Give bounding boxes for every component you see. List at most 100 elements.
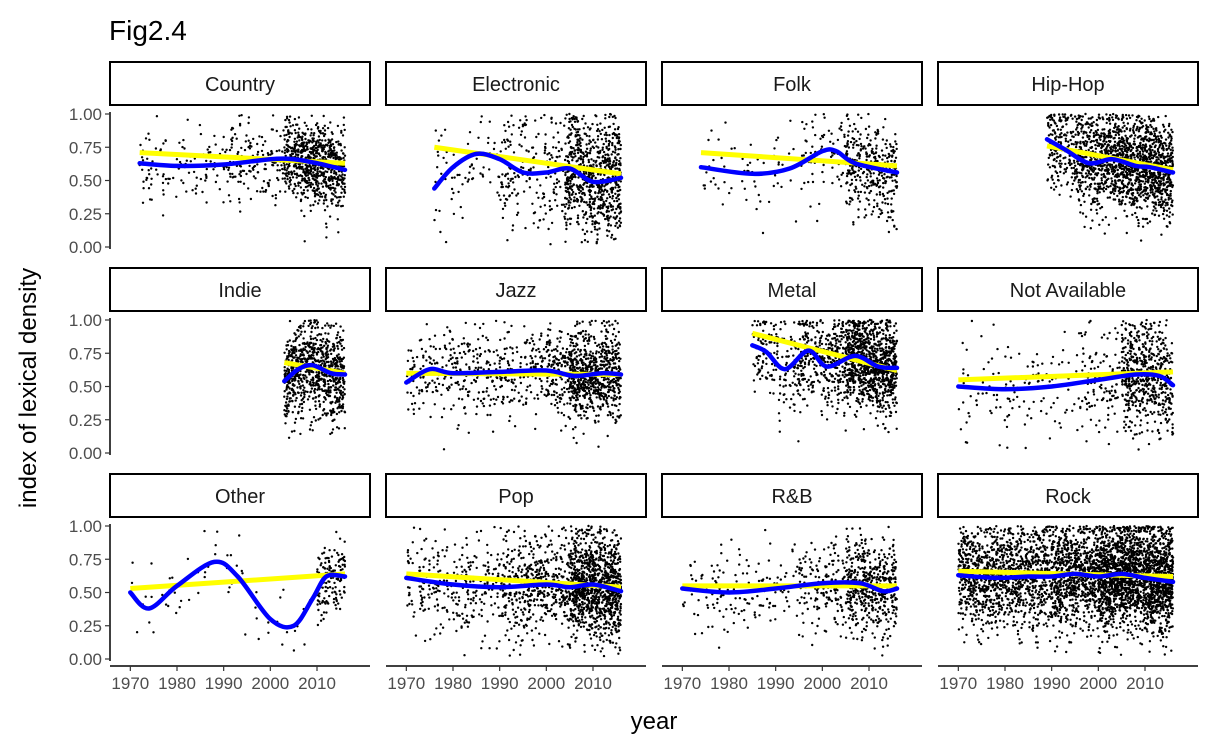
data-point bbox=[436, 150, 439, 154]
data-point bbox=[859, 167, 863, 171]
data-point bbox=[238, 173, 241, 176]
data-point bbox=[1086, 122, 1090, 125]
data-point bbox=[1083, 144, 1087, 147]
data-point bbox=[595, 159, 598, 163]
data-point bbox=[1166, 176, 1170, 179]
data-point bbox=[285, 169, 288, 172]
data-point bbox=[1099, 187, 1103, 190]
data-point bbox=[787, 152, 791, 155]
data-point bbox=[821, 170, 824, 174]
data-point bbox=[271, 152, 274, 155]
data-point bbox=[312, 134, 315, 137]
data-point bbox=[304, 156, 308, 159]
data-point bbox=[1113, 175, 1117, 178]
data-point bbox=[576, 141, 579, 144]
data-point bbox=[845, 174, 849, 178]
data-point bbox=[499, 150, 502, 153]
data-point bbox=[322, 174, 325, 177]
data-point bbox=[461, 216, 464, 220]
data-point bbox=[601, 155, 605, 158]
data-point bbox=[575, 131, 578, 134]
data-point bbox=[209, 160, 212, 163]
data-point bbox=[481, 173, 484, 176]
data-point bbox=[271, 128, 274, 131]
data-point bbox=[322, 355, 325, 358]
data-point bbox=[341, 134, 345, 137]
data-point bbox=[767, 200, 771, 204]
data-point bbox=[238, 124, 242, 127]
data-point bbox=[1048, 166, 1052, 169]
data-point bbox=[608, 230, 611, 233]
data-point bbox=[139, 143, 142, 147]
data-point bbox=[284, 149, 287, 152]
data-point bbox=[844, 145, 848, 148]
data-point bbox=[1117, 128, 1121, 131]
data-point bbox=[610, 236, 613, 239]
data-point bbox=[570, 155, 573, 158]
data-point bbox=[322, 179, 325, 183]
data-point bbox=[312, 342, 315, 345]
data-point bbox=[293, 129, 297, 132]
data-point bbox=[1156, 177, 1159, 180]
data-point bbox=[302, 132, 305, 135]
data-point bbox=[324, 382, 327, 386]
data-point bbox=[1072, 166, 1076, 170]
data-point bbox=[1144, 188, 1148, 191]
data-point bbox=[613, 114, 616, 118]
data-point bbox=[195, 176, 198, 179]
data-point bbox=[205, 159, 208, 163]
data-point bbox=[1057, 113, 1061, 116]
data-point bbox=[315, 189, 319, 192]
data-point bbox=[814, 113, 817, 117]
data-point bbox=[291, 147, 295, 150]
data-point bbox=[1084, 172, 1088, 175]
data-point bbox=[1138, 152, 1142, 155]
data-point bbox=[811, 120, 814, 123]
data-point bbox=[334, 177, 338, 180]
data-point bbox=[281, 172, 285, 175]
data-point bbox=[604, 153, 607, 156]
data-point bbox=[1058, 193, 1061, 196]
data-point bbox=[320, 166, 324, 169]
data-point bbox=[316, 170, 319, 173]
data-point bbox=[579, 137, 582, 140]
data-point bbox=[1124, 113, 1128, 117]
data-point bbox=[1162, 179, 1165, 182]
data-point bbox=[1165, 181, 1168, 184]
y-tick-label: 0.00 bbox=[69, 238, 102, 257]
data-point bbox=[585, 143, 588, 146]
data-point bbox=[1070, 188, 1074, 192]
data-point bbox=[1121, 199, 1124, 202]
data-point bbox=[1051, 154, 1054, 157]
data-point bbox=[300, 179, 304, 182]
data-point bbox=[1105, 140, 1108, 144]
data-point bbox=[1121, 115, 1124, 118]
data-point bbox=[606, 234, 609, 237]
data-point bbox=[537, 132, 540, 136]
data-point bbox=[1117, 130, 1121, 133]
facet-label: Hip-Hop bbox=[1031, 74, 1104, 96]
data-point bbox=[576, 214, 580, 217]
data-point bbox=[1151, 178, 1154, 182]
data-point bbox=[288, 121, 291, 124]
data-point bbox=[305, 124, 308, 128]
data-point bbox=[1136, 189, 1139, 192]
data-point bbox=[162, 189, 165, 192]
data-point bbox=[1117, 118, 1120, 121]
data-point bbox=[442, 156, 445, 160]
data-point bbox=[525, 180, 528, 183]
data-point bbox=[287, 436, 291, 439]
data-point bbox=[141, 201, 145, 204]
data-point bbox=[548, 158, 552, 161]
data-point bbox=[306, 145, 309, 149]
data-point bbox=[1116, 173, 1119, 176]
data-point bbox=[583, 200, 586, 204]
data-point bbox=[438, 209, 441, 213]
data-point bbox=[1139, 157, 1142, 160]
data-point bbox=[1153, 172, 1156, 175]
data-point bbox=[1088, 131, 1092, 134]
data-point bbox=[296, 391, 300, 394]
data-point bbox=[1095, 212, 1099, 215]
data-point bbox=[509, 143, 512, 147]
data-point bbox=[329, 326, 332, 329]
